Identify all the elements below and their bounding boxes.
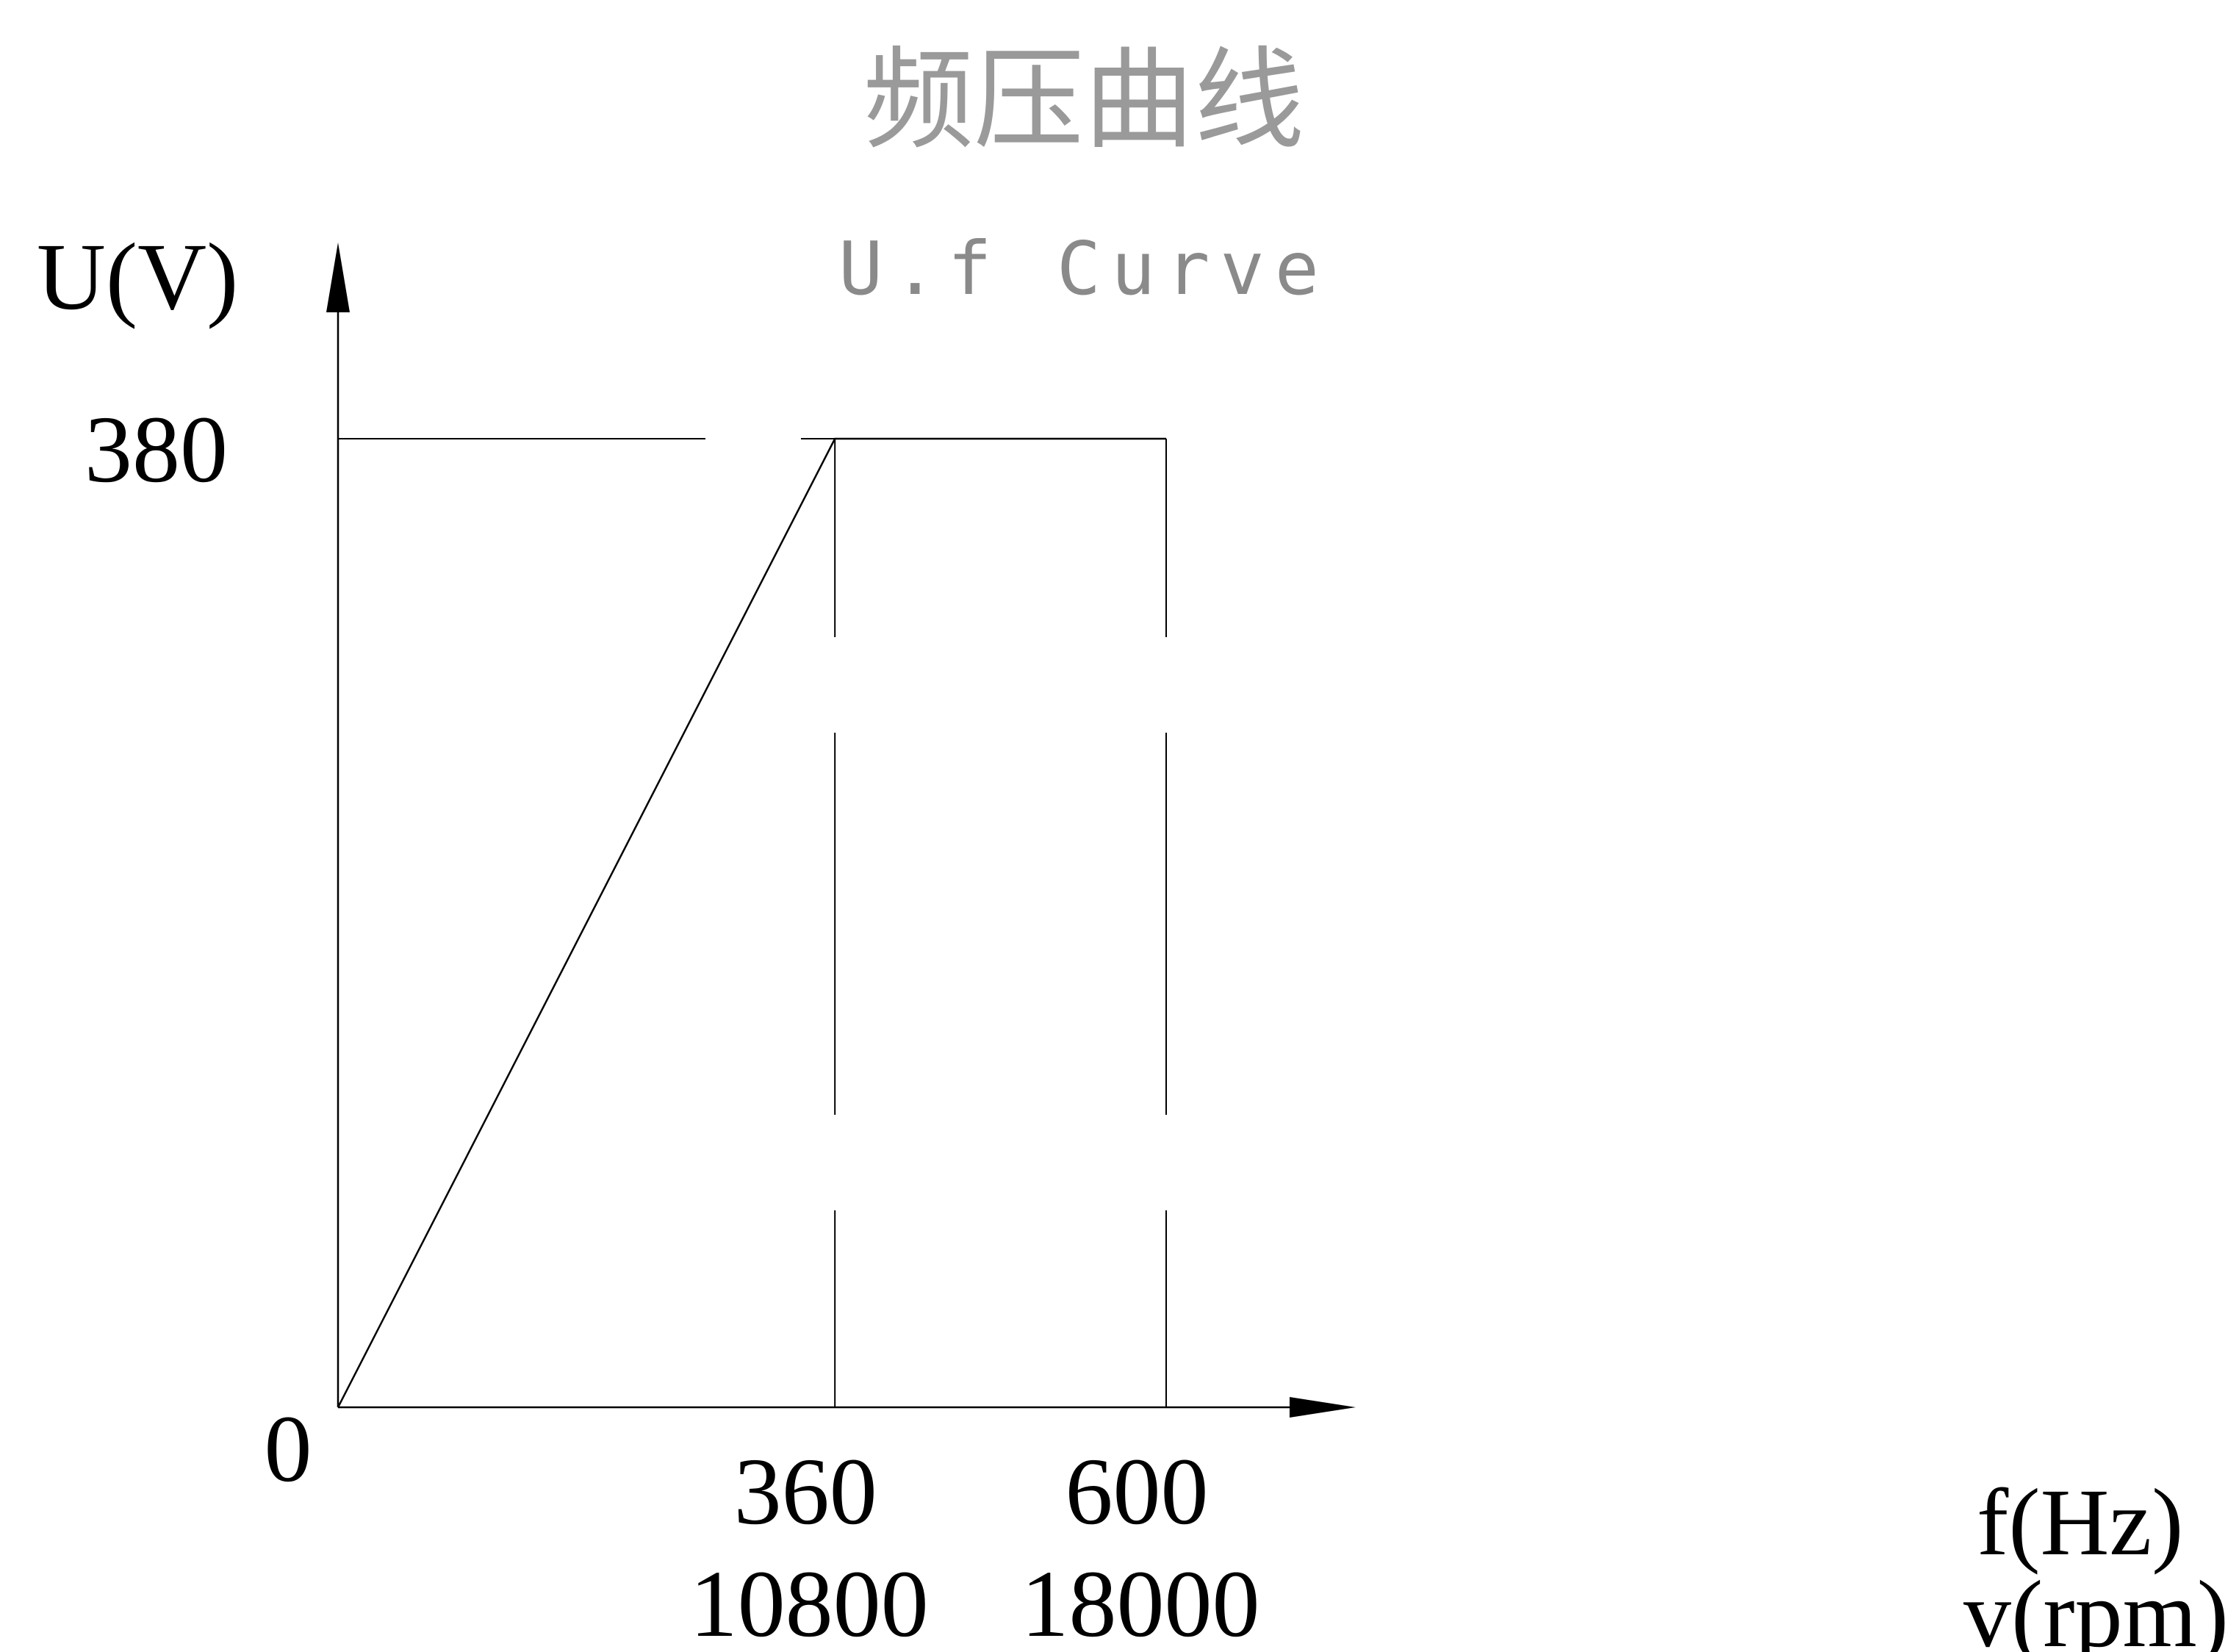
series-line-0: [337, 437, 1166, 1408]
y-tick-label-380: 380: [85, 397, 228, 503]
chart-title: 频压曲线: [863, 37, 1304, 165]
x-tick-label-600: 600: [1065, 1439, 1209, 1545]
y-axis-arrow: [326, 243, 350, 312]
x-axis-label: f(Hz): [1977, 1470, 2183, 1576]
x-tick-secondary-label-18000: 18000: [1021, 1551, 1260, 1652]
x-axis-secondary-label: v(rpm): [1963, 1562, 2229, 1652]
axes: [326, 243, 1356, 1418]
x-tick-secondary-label-10800: 10800: [690, 1551, 929, 1652]
guide-lines: [338, 438, 1167, 1407]
chart-subtitle: U.f Curve: [838, 226, 1329, 312]
origin-label: 0: [265, 1396, 312, 1502]
x-tick-label-360: 360: [734, 1439, 877, 1545]
y-axis-label: U(V): [37, 224, 238, 330]
x-axis-arrow: [1289, 1397, 1356, 1418]
data-series: [337, 437, 1167, 1408]
